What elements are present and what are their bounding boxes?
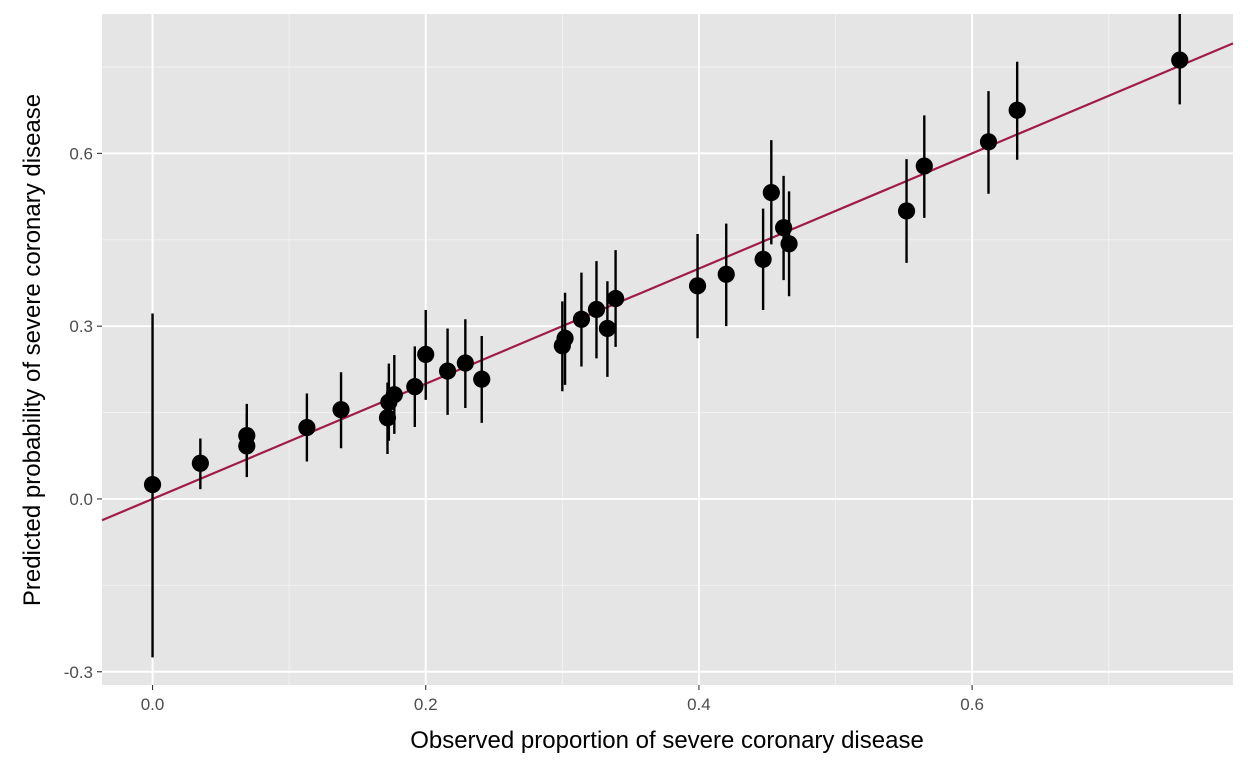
data-point: [556, 329, 574, 347]
plot-panel: [102, 14, 1233, 685]
data-point: [406, 378, 424, 396]
data-point: [378, 409, 397, 427]
data-point: [298, 418, 316, 437]
data-point: [456, 354, 474, 372]
data-point: [473, 370, 491, 388]
data-point: [238, 437, 256, 455]
data-point: [915, 157, 933, 175]
data-point: [417, 345, 435, 363]
data-point: [598, 319, 616, 338]
data-point: [979, 133, 998, 151]
data-point: [1171, 51, 1189, 69]
data-point: [438, 362, 457, 380]
y-tick-label: 0.3: [69, 317, 93, 336]
data-point: [717, 265, 735, 283]
data-point: [606, 289, 625, 308]
identity-reference-line: [101, 42, 1234, 522]
data-point: [780, 235, 798, 253]
y-tick-label: 0.0: [69, 490, 93, 509]
x-tick-label: 0.6: [960, 695, 984, 714]
data-point: [332, 401, 350, 419]
y-axis-title: Predicted probability of severe coronary…: [19, 94, 46, 606]
data-point: [775, 219, 793, 237]
data-point: [587, 300, 606, 319]
data-point: [191, 454, 209, 472]
x-tick-label: 0.0: [141, 695, 165, 714]
data-point: [897, 202, 916, 220]
data-point: [572, 310, 591, 328]
x-tick-label: 0.4: [687, 695, 711, 714]
data-point: [143, 475, 162, 494]
y-tick-label: 0.6: [69, 144, 93, 163]
data-point: [1008, 101, 1026, 119]
x-tick-label: 0.2: [414, 695, 438, 714]
axis-ticks: 0.0 0.2 0.4 0.6 -0.3 0.0 0.3 0.6: [64, 144, 984, 714]
data-point: [385, 386, 403, 404]
reference-line-layer: [101, 42, 1234, 522]
data-point: [688, 277, 707, 295]
data-points: [143, 51, 1189, 494]
data-point: [762, 183, 780, 202]
x-axis-title: Observed proportion of severe coronary d…: [410, 727, 924, 754]
y-tick-label: -0.3: [64, 663, 93, 682]
data-point: [754, 250, 772, 268]
